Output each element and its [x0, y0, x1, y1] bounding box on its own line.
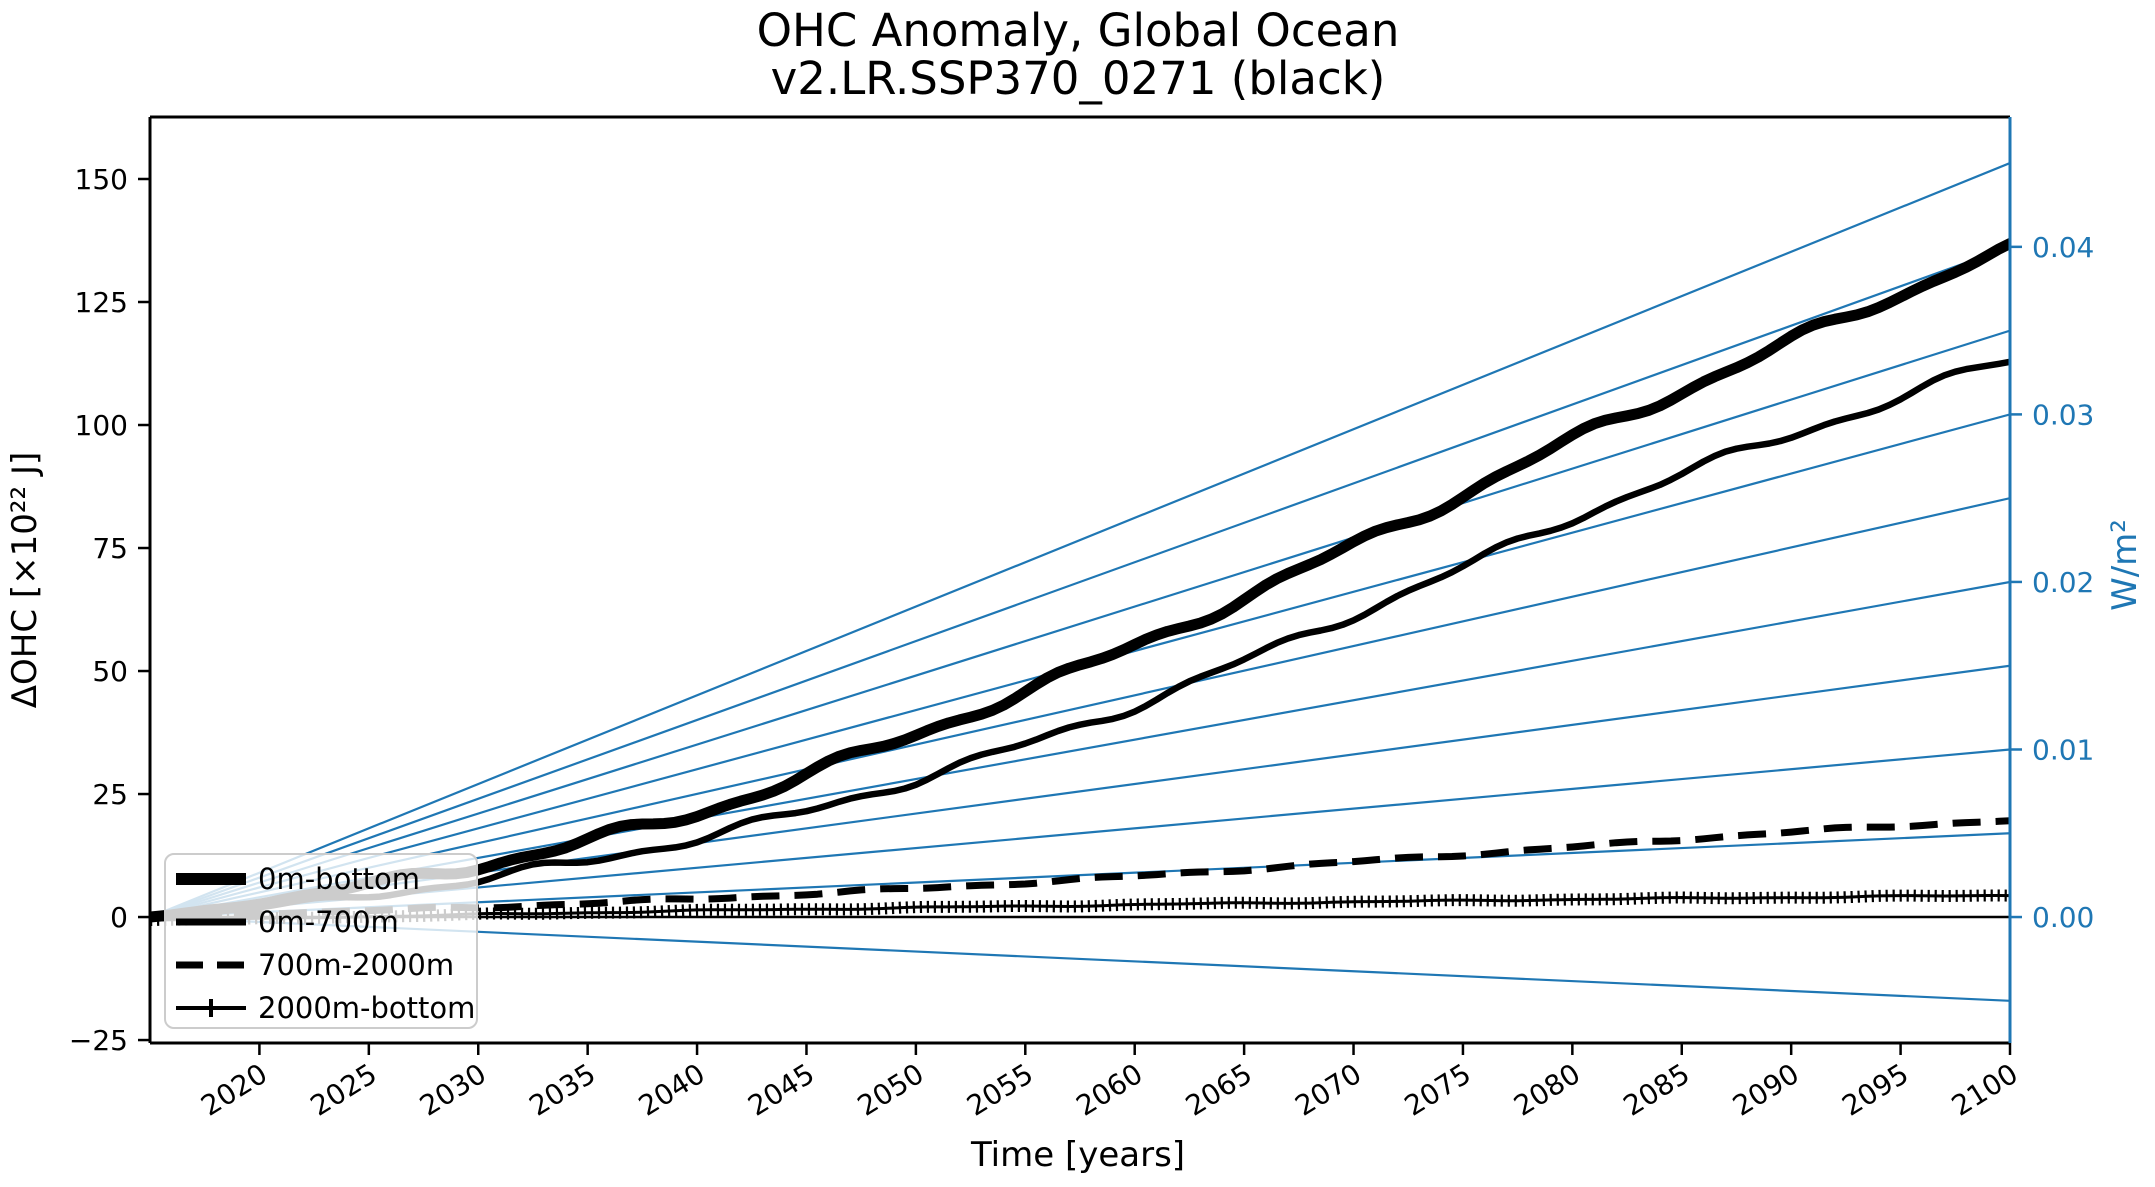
x-tick-label-2055: 2055	[961, 1057, 1039, 1123]
reference-line-0.025	[150, 497, 2010, 919]
reference-line-0.045	[150, 162, 2010, 919]
x-tick-label-2020: 2020	[195, 1057, 273, 1123]
y-left-tick-label-25: 25	[92, 778, 128, 811]
x-tick-label-2050: 2050	[852, 1057, 930, 1123]
x-axis: 2020 2025 2030 2035 2040 2045 2050 2055 2060 2065…	[195, 1043, 2024, 1123]
y-left-tick-label-150: 150	[75, 163, 128, 196]
y-left-tick-label-0: 0	[110, 901, 128, 934]
x-tick-label-2040: 2040	[633, 1057, 711, 1123]
y-axis-left: −25 0 25 50 75 100 125 150	[69, 163, 150, 1057]
legend: 0m-bottom 0m-700m 700m-2000m 2000m-bottom	[164, 853, 478, 1029]
x-tick-label-2100: 2100	[1946, 1057, 2024, 1123]
x-tick-label-2085: 2085	[1618, 1057, 1696, 1123]
reference-line-0.035	[150, 329, 2010, 919]
legend-entry-0m-bottom: 0m-bottom	[176, 862, 420, 896]
legend-label: 0m-700m	[258, 905, 399, 939]
y-left-tick-label--25: −25	[69, 1024, 128, 1057]
x-tick-label-2030: 2030	[414, 1057, 492, 1123]
x-tick-label-2035: 2035	[523, 1057, 601, 1123]
y-right-tick-label-0.04: 0.04	[2032, 231, 2094, 264]
axes-spines	[148, 115, 2012, 1045]
chart-title-line2: v2.LR.SSP370_0271 (black)	[771, 52, 1386, 105]
legend-entry-700m-2000m: 700m-2000m	[176, 948, 454, 982]
legend-entry-2000m-bottom: 2000m-bottom	[176, 991, 475, 1025]
y-right-tick-label-0: 0.00	[2032, 901, 2094, 934]
x-tick-label-2025: 2025	[305, 1057, 383, 1123]
x-tick-label-2095: 2095	[1836, 1057, 1914, 1123]
x-axis-label: Time [years]	[970, 1135, 1185, 1175]
x-tick-label-2045: 2045	[742, 1057, 820, 1123]
y-axis-left-label: ΔOHC [×10²² J]	[5, 452, 45, 709]
y-axis-right: 0.00 0.01 0.02 0.03 0.04	[2010, 231, 2094, 934]
reference-line-0.04	[150, 245, 2010, 919]
x-tick-label-2060: 2060	[1070, 1057, 1148, 1123]
y-left-tick-label-50: 50	[92, 655, 128, 688]
y-right-tick-label-0.03: 0.03	[2032, 398, 2094, 431]
legend-label: 0m-bottom	[258, 862, 420, 896]
y-left-tick-label-125: 125	[75, 286, 128, 319]
x-tick-label-2080: 2080	[1508, 1057, 1586, 1123]
chart-title-line1: OHC Anomaly, Global Ocean	[757, 4, 1400, 57]
x-tick-label-2090: 2090	[1727, 1057, 1805, 1123]
y-right-tick-label-0.01: 0.01	[2032, 733, 2094, 766]
x-tick-label-2075: 2075	[1399, 1057, 1477, 1123]
legend-label: 2000m-bottom	[258, 991, 475, 1025]
legend-box	[164, 853, 478, 1029]
y-left-tick-label-75: 75	[92, 532, 128, 565]
legend-label: 700m-2000m	[258, 948, 454, 982]
x-tick-label-2070: 2070	[1289, 1057, 1367, 1123]
x-tick-label-2065: 2065	[1180, 1057, 1258, 1123]
y-right-tick-label-0.02: 0.02	[2032, 566, 2094, 599]
y-axis-right-label: W/m²	[2105, 519, 2145, 611]
legend-entry-0m-700m: 0m-700m	[176, 905, 399, 939]
y-left-tick-label-100: 100	[75, 409, 128, 442]
